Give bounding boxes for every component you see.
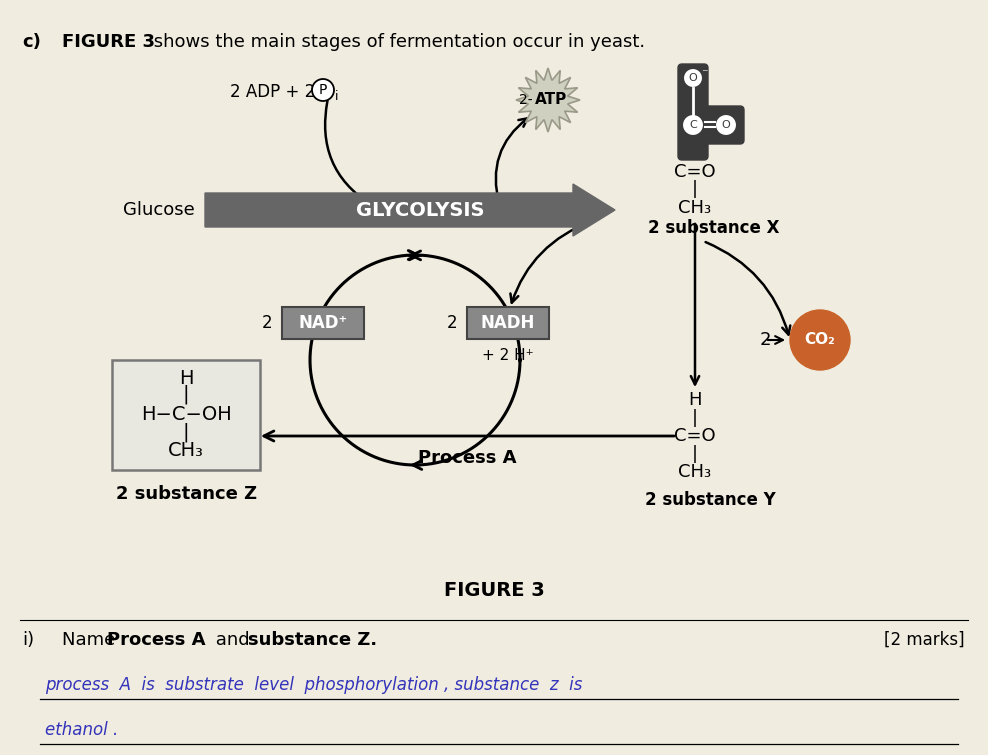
Text: GLYCOLYSIS: GLYCOLYSIS: [356, 201, 484, 220]
FancyArrow shape: [205, 184, 615, 236]
Text: O: O: [689, 73, 698, 83]
Text: and: and: [210, 631, 255, 649]
Circle shape: [683, 68, 703, 88]
Text: CO₂: CO₂: [804, 332, 836, 347]
Text: Glucose: Glucose: [124, 201, 195, 219]
Text: ethanol .: ethanol .: [45, 721, 119, 739]
Text: i): i): [22, 631, 35, 649]
Polygon shape: [516, 68, 580, 132]
Text: Process A: Process A: [107, 631, 206, 649]
Text: i: i: [335, 90, 339, 103]
Text: C=O: C=O: [674, 427, 716, 445]
Text: H: H: [179, 368, 194, 387]
Text: 2: 2: [447, 314, 457, 332]
Text: NADH: NADH: [481, 314, 535, 332]
FancyBboxPatch shape: [688, 106, 744, 144]
Circle shape: [682, 114, 704, 136]
Text: |: |: [692, 409, 698, 427]
Text: |: |: [692, 180, 698, 198]
Text: C: C: [689, 120, 697, 130]
Text: 2: 2: [759, 331, 771, 349]
Circle shape: [312, 79, 334, 101]
Text: C=O: C=O: [674, 163, 716, 181]
Text: ⁻: ⁻: [700, 67, 707, 81]
FancyBboxPatch shape: [678, 64, 708, 160]
Circle shape: [715, 114, 737, 136]
Text: 2 substance Z: 2 substance Z: [116, 485, 257, 503]
Text: P: P: [319, 83, 327, 97]
Text: process  A  is  substrate  level  phosphorylation , substance  z  is: process A is substrate level phosphoryla…: [45, 676, 582, 694]
Text: [2 marks]: [2 marks]: [884, 631, 965, 649]
Text: 2 ADP + 2: 2 ADP + 2: [230, 83, 315, 101]
Circle shape: [790, 310, 850, 370]
Text: Process A: Process A: [418, 449, 517, 467]
FancyBboxPatch shape: [467, 307, 549, 339]
Text: |: |: [183, 422, 190, 442]
Text: 2 substance Y: 2 substance Y: [645, 491, 776, 509]
Text: 2-: 2-: [520, 93, 533, 107]
Text: + 2 H⁺: + 2 H⁺: [482, 349, 534, 363]
Text: 2 substance X: 2 substance X: [648, 219, 780, 237]
Text: shows the main stages of fermentation occur in yeast.: shows the main stages of fermentation oc…: [148, 33, 645, 51]
Text: CH₃: CH₃: [679, 463, 711, 481]
Text: ATP: ATP: [535, 93, 567, 107]
Text: 2: 2: [262, 314, 273, 332]
Text: CH₃: CH₃: [168, 440, 204, 460]
Text: substance Z.: substance Z.: [248, 631, 377, 649]
Bar: [112, 360, 260, 470]
Text: O: O: [721, 120, 730, 130]
FancyBboxPatch shape: [282, 307, 364, 339]
Text: H: H: [689, 391, 701, 409]
Text: FIGURE 3: FIGURE 3: [62, 33, 155, 51]
Text: CH₃: CH₃: [679, 199, 711, 217]
Text: c): c): [22, 33, 41, 51]
Text: |: |: [183, 384, 190, 404]
Text: |: |: [692, 445, 698, 463]
Text: FIGURE 3: FIGURE 3: [444, 581, 544, 599]
Text: NAD⁺: NAD⁺: [298, 314, 348, 332]
Text: H−C−OH: H−C−OH: [140, 405, 231, 424]
Text: Name: Name: [62, 631, 121, 649]
